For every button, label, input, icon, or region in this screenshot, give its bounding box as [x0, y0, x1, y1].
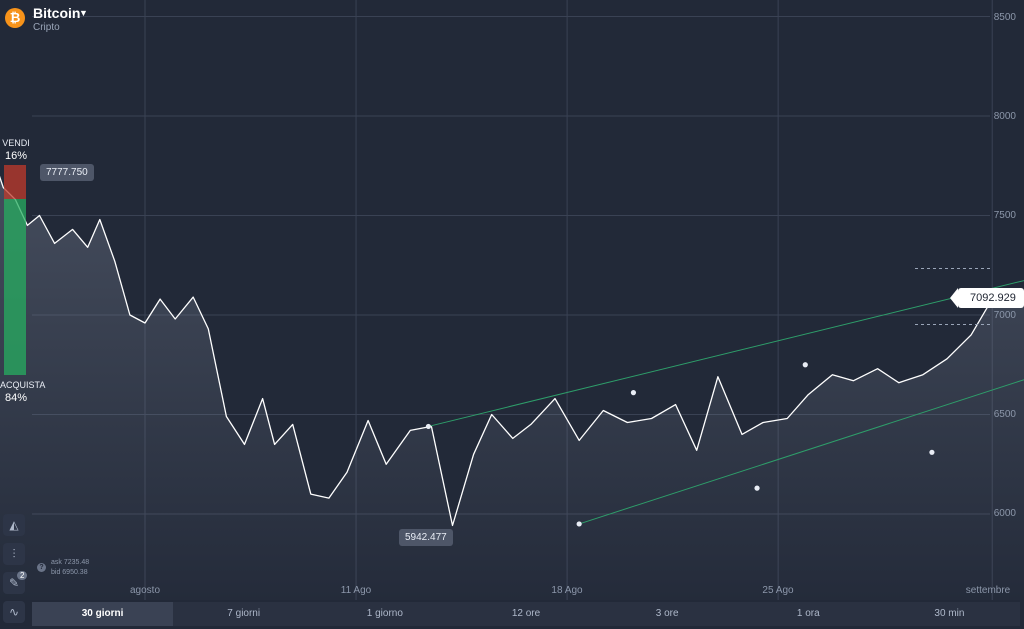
y-tick-label: 6000 — [993, 508, 1016, 519]
timeframe-1d[interactable]: 1 giorno — [366, 608, 403, 619]
price-line — [0, 175, 1024, 527]
price-area-fill — [0, 177, 1024, 600]
chevron-down-icon[interactable]: ▼ — [79, 8, 88, 18]
channel-lower-anchor — [929, 449, 935, 455]
buy-label: ACQUISTA — [0, 380, 46, 390]
bid-price: bid 6950.38 — [51, 569, 88, 576]
asset-name[interactable]: Bitcoin — [33, 5, 81, 21]
channel-upper-anchor — [802, 362, 808, 368]
timeframe-3h[interactable]: 3 ore — [655, 608, 679, 619]
x-tick-label: 11 Ago — [340, 585, 372, 596]
x-tick-label: 25 Ago — [762, 585, 794, 596]
info-icon[interactable]: ? — [37, 563, 46, 572]
price-area — [0, 177, 1024, 600]
channel-upper-anchor — [630, 390, 637, 396]
timeframe-bar: 30 giorni 7 giorni 1 giorno 12 ore 3 ore… — [32, 602, 1020, 626]
indicators-icon[interactable]: ⫶ — [3, 543, 25, 565]
channel-lower-anchor — [754, 485, 760, 491]
timeframe-1h[interactable]: 1 ora — [796, 608, 820, 619]
channel-upper-anchor — [425, 423, 432, 430]
bitcoin-icon: ₿ — [5, 8, 25, 28]
channel-lower-anchor — [576, 521, 582, 527]
asset-category: Cripto — [33, 22, 60, 33]
y-tick-label: 7000 — [993, 310, 1016, 321]
area-chart-icon[interactable]: ◭ — [3, 514, 25, 536]
y-tick-label: 8000 — [993, 111, 1016, 122]
y-tick-label: 6500 — [993, 409, 1016, 420]
x-tick-label: agosto — [129, 585, 161, 596]
x-tick-label: settembre — [965, 585, 1011, 596]
sell-fill — [4, 165, 26, 199]
x-tick-label: 18 Ago — [551, 585, 583, 596]
timeframe-30d[interactable]: 30 giorni — [32, 602, 174, 626]
trend-line-icon[interactable]: ∿ — [3, 601, 25, 623]
buy-fill — [4, 199, 26, 375]
timeframe-30m[interactable]: 30 min — [934, 608, 965, 619]
buy-percentage: 84% — [4, 392, 28, 404]
sentiment-bar — [0, 165, 30, 375]
current-price-tag: 7092.929 — [950, 288, 1024, 308]
drawing-count-badge: 2 — [17, 571, 28, 580]
channel-lower-line — [579, 379, 1024, 525]
max-price-tag: 7777.750 — [40, 164, 94, 181]
y-tick-label: 8500 — [993, 12, 1016, 23]
timeframe-7d[interactable]: 7 giorni — [227, 608, 261, 619]
y-tick-label: 7500 — [993, 210, 1016, 221]
timeframe-12h[interactable]: 12 ore — [511, 608, 541, 619]
price-line-layer — [0, 175, 1024, 527]
ask-price: ask 7235.48 — [51, 559, 90, 566]
min-price-tag: 5942.477 — [399, 529, 453, 546]
sell-percentage: 16% — [4, 150, 28, 162]
sell-label: VENDI — [2, 138, 30, 148]
